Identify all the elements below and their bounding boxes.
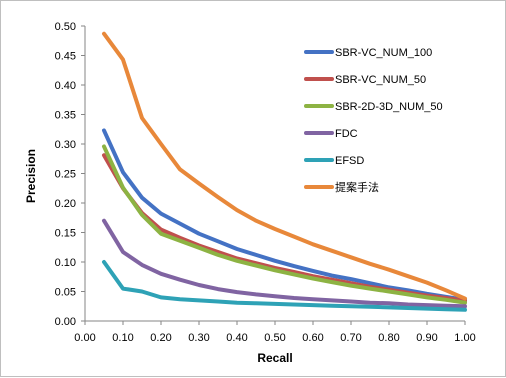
y-tick-label: 0.00 bbox=[55, 316, 76, 328]
x-tick-label: 0.70 bbox=[340, 332, 361, 344]
legend-label-3: FDC bbox=[335, 128, 358, 140]
series-line-5 bbox=[102, 31, 467, 301]
x-tick-label: 0.30 bbox=[188, 332, 209, 344]
y-axis-title: Precision bbox=[24, 149, 38, 203]
x-tick-label: 0.80 bbox=[378, 332, 399, 344]
y-tick-label: 0.25 bbox=[55, 169, 76, 181]
x-tick-label: 0.50 bbox=[264, 332, 285, 344]
x-axis-tick-labels: 0.00 0.10 0.20 0.30 0.40 0.50 0.60 0.70 0.80 0.90… bbox=[74, 321, 476, 344]
y-tick-label: 0.30 bbox=[55, 139, 76, 151]
y-tick-label: 0.50 bbox=[55, 21, 76, 33]
y-tick-label: 0.35 bbox=[55, 110, 76, 122]
legend-label-0: SBR-VC_NUM_100 bbox=[335, 47, 432, 59]
y-tick-label: 0.10 bbox=[55, 257, 76, 269]
legend-label-4: EFSD bbox=[335, 155, 364, 167]
series-line-0 bbox=[102, 128, 467, 302]
x-tick-label: 0.00 bbox=[74, 332, 95, 344]
y-tick-label: 0.15 bbox=[55, 228, 76, 240]
x-tick-label: 0.60 bbox=[302, 332, 323, 344]
y-tick-label: 0.45 bbox=[55, 51, 76, 63]
y-tick-label: 0.05 bbox=[55, 287, 76, 299]
x-tick-label: 1.00 bbox=[454, 332, 475, 344]
x-tick-label: 0.20 bbox=[150, 332, 171, 344]
series-lines bbox=[102, 31, 467, 312]
series-line-4 bbox=[102, 260, 467, 312]
x-axis-title: Recall bbox=[257, 351, 292, 365]
x-tick-label: 0.90 bbox=[416, 332, 437, 344]
series-line-2 bbox=[102, 144, 467, 305]
x-tick-label: 0.40 bbox=[226, 332, 247, 344]
y-tick-label: 0.40 bbox=[55, 80, 76, 92]
series-line-3 bbox=[102, 218, 467, 309]
x-tick-label: 0.10 bbox=[112, 332, 133, 344]
legend: SBR-VC_NUM_100 SBR-VC_NUM_50 SBR-2D-3D_NUM… bbox=[304, 47, 443, 194]
y-axis-tick-labels: 0.00 0.05 0.10 0.15 0.20 0.25 0.30 0.35 0.40 0.45… bbox=[55, 21, 85, 328]
y-tick-label: 0.20 bbox=[55, 198, 76, 210]
legend-label-2: SBR-2D-3D_NUM_50 bbox=[335, 101, 443, 113]
legend-label-5: 提案手法 bbox=[335, 180, 379, 194]
legend-label-1: SBR-VC_NUM_50 bbox=[335, 74, 426, 86]
